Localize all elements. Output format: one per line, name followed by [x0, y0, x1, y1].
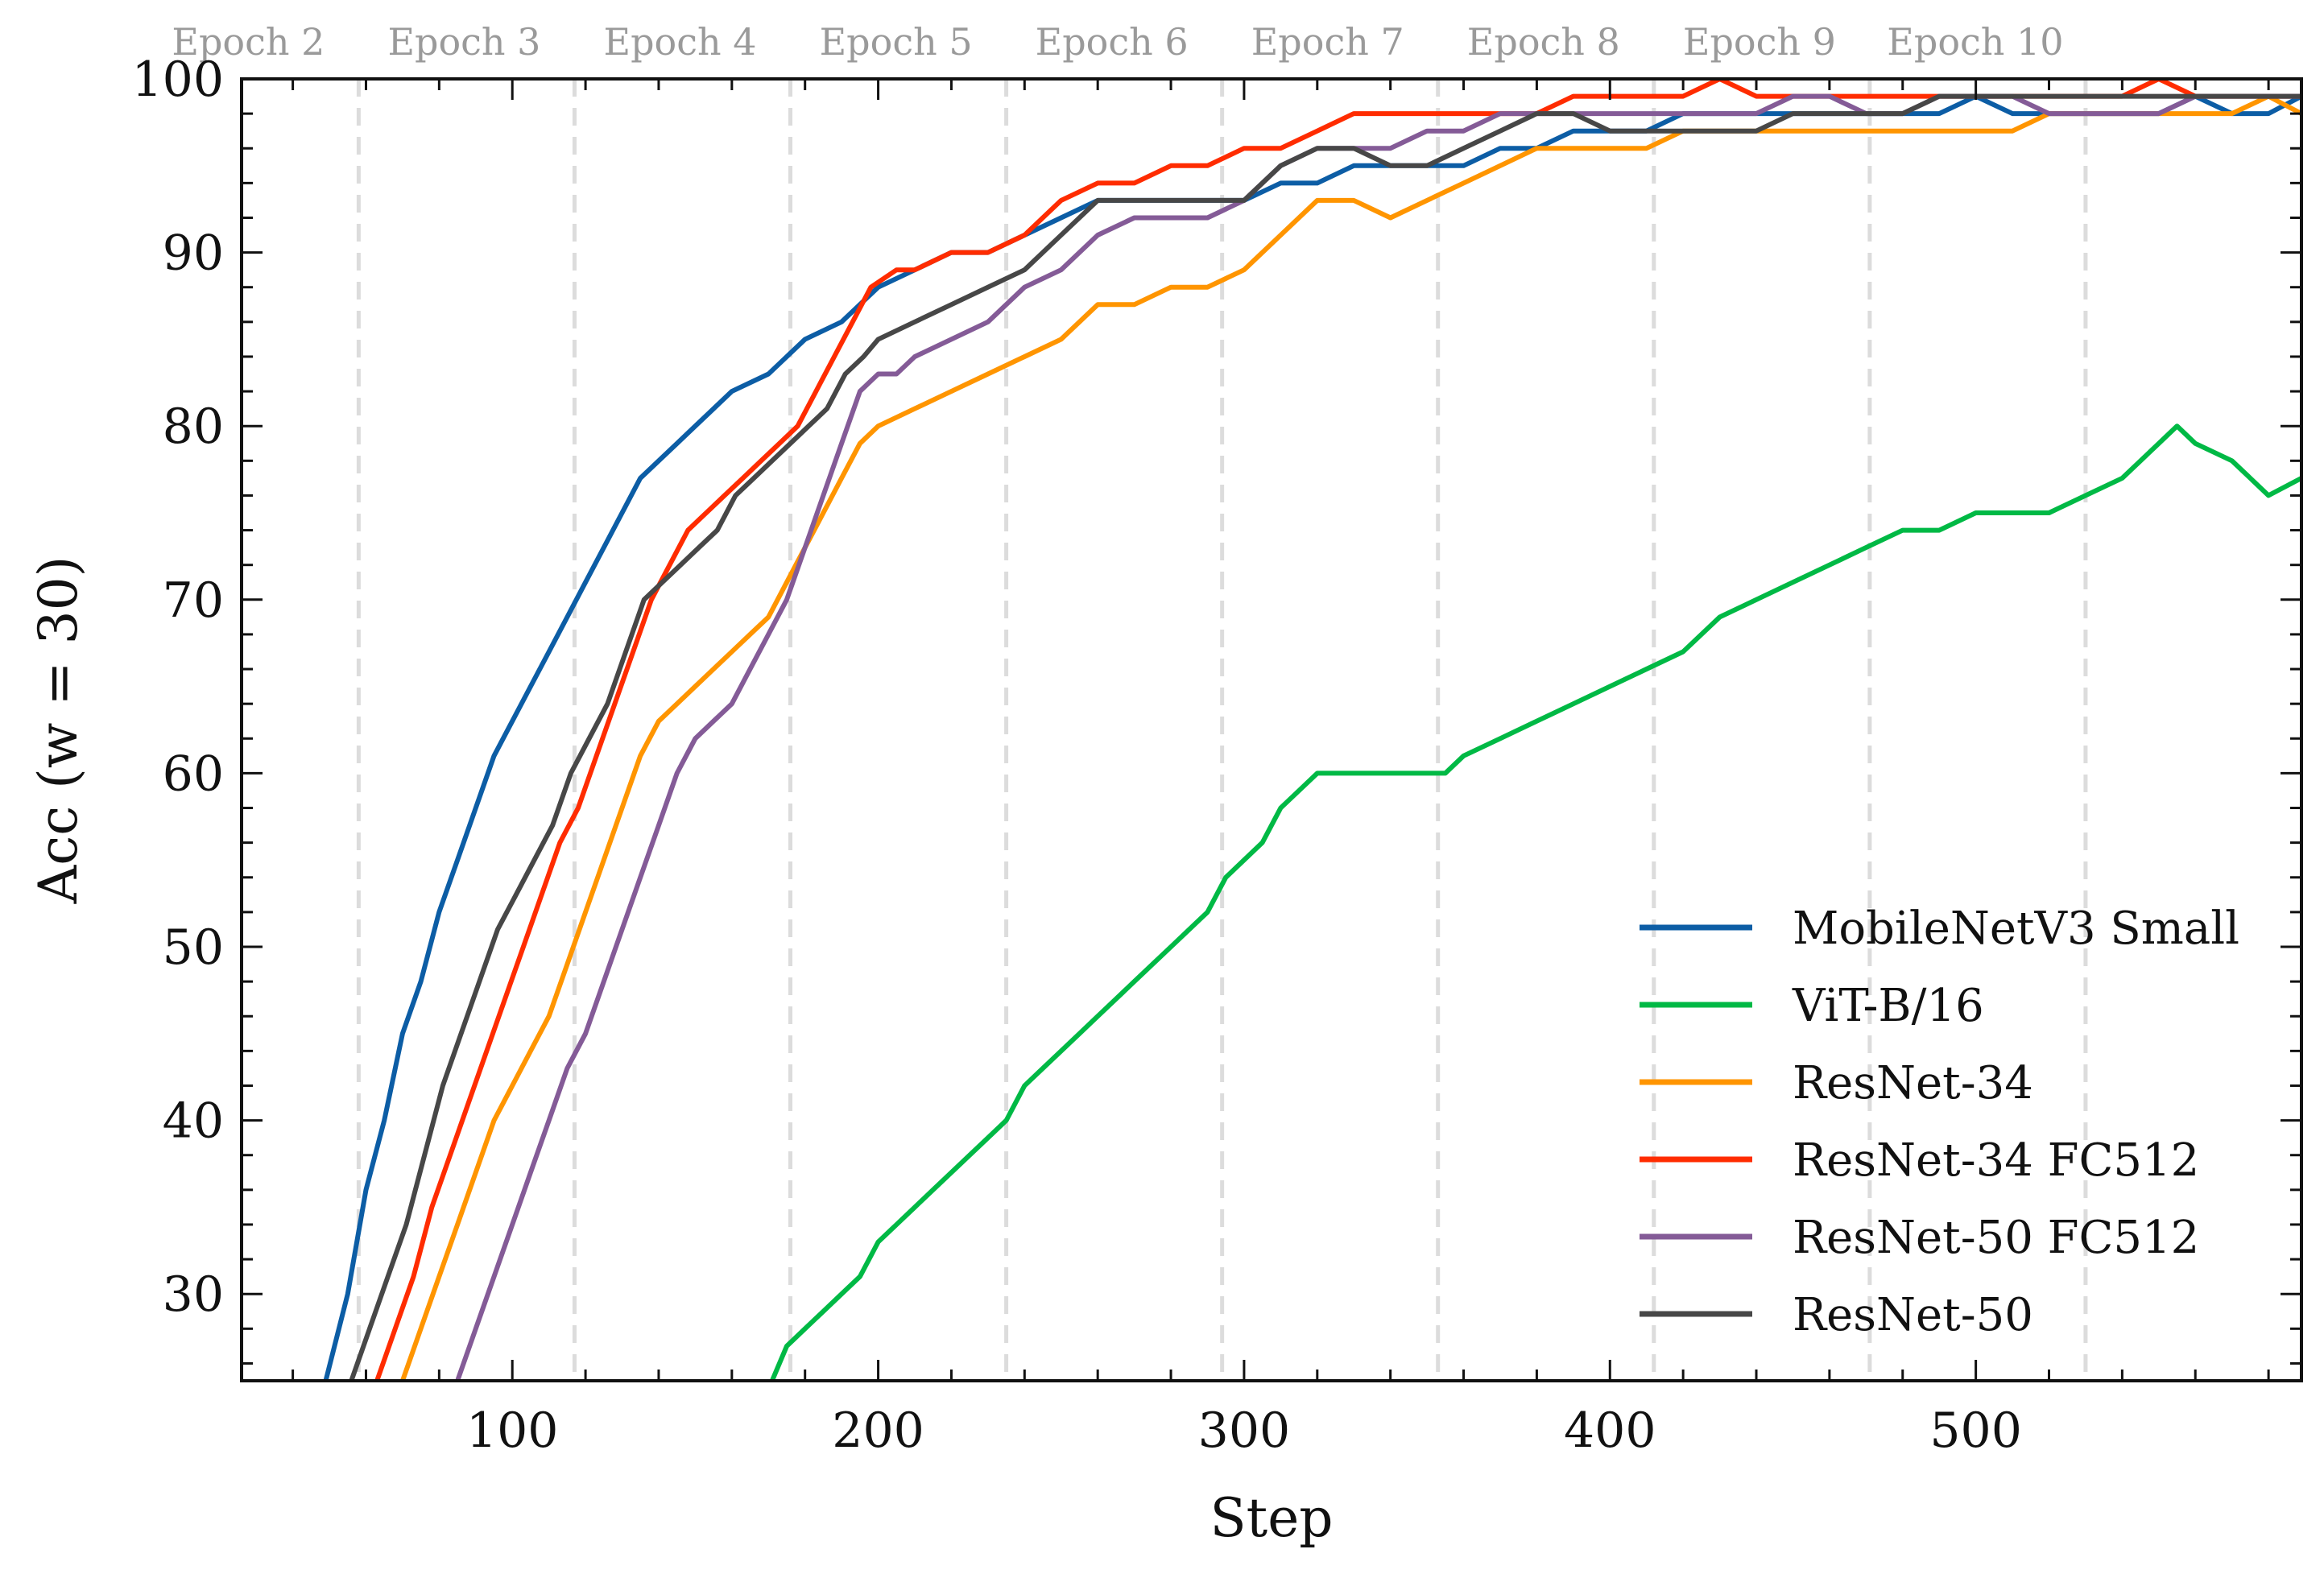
x-axis-title: Step	[1210, 1487, 1333, 1549]
x-tick-label: 100	[466, 1403, 559, 1459]
x-tick-label: 200	[832, 1403, 924, 1459]
epoch-label: Epoch 7	[1251, 20, 1404, 64]
legend-label: ResNet-34	[1793, 1057, 2033, 1109]
plot-frame	[240, 77, 2303, 1382]
y-tick-label: 40	[163, 1093, 224, 1150]
x-tick-label: 300	[1198, 1403, 1291, 1459]
legend-label: MobileNetV3 Small	[1793, 903, 2239, 955]
epoch-label: Epoch 2	[172, 20, 325, 64]
series-line-3	[374, 79, 2301, 1381]
y-tick-label: 30	[163, 1266, 224, 1323]
series-lines	[323, 79, 2301, 1381]
series-line-0	[323, 93, 2301, 1381]
y-tick-label: 60	[163, 746, 224, 802]
epoch-label: Epoch 8	[1467, 20, 1620, 64]
series-line-1	[769, 423, 2301, 1381]
axis-tick-labels: 100 200 300 400 500 30 40 50 60 70 80 90 100	[131, 52, 2021, 1459]
epoch-label: Epoch 5	[820, 20, 973, 64]
x-tick-label: 500	[1929, 1403, 2022, 1459]
y-tick-label: 80	[163, 399, 224, 455]
axis-ticks	[242, 77, 2301, 1381]
epoch-label: Epoch 10	[1887, 20, 2063, 64]
legend-label: ViT-B/16	[1792, 980, 1984, 1032]
epoch-label: Epoch 3	[387, 20, 540, 64]
series-line-2	[399, 93, 2301, 1381]
legend: MobileNetV3 Small ViT-B/16 ResNet-34 ResNet…	[1640, 903, 2239, 1341]
x-tick-label: 400	[1564, 1403, 1656, 1459]
y-tick-label: 50	[163, 919, 224, 976]
y-axis-title: Acc (w = 30)	[27, 556, 89, 905]
y-tick-label: 90	[163, 225, 224, 282]
series-line-5	[349, 93, 2301, 1381]
epoch-label: Epoch 9	[1683, 20, 1836, 64]
legend-label: ResNet-50 FC512	[1793, 1212, 2199, 1264]
y-tick-label: 100	[131, 52, 224, 108]
epoch-markers: Epoch 2 Epoch 3 Epoch 4 Epoch 5 Epoch 6 Epoch…	[172, 20, 2088, 1381]
y-tick-label: 70	[163, 572, 224, 629]
series-line-4	[455, 93, 2301, 1381]
legend-label: ResNet-34 FC512	[1793, 1134, 2199, 1187]
legend-label: ResNet-50	[1793, 1289, 2033, 1341]
epoch-label: Epoch 4	[604, 20, 757, 64]
epoch-label: Epoch 6	[1036, 20, 1189, 64]
